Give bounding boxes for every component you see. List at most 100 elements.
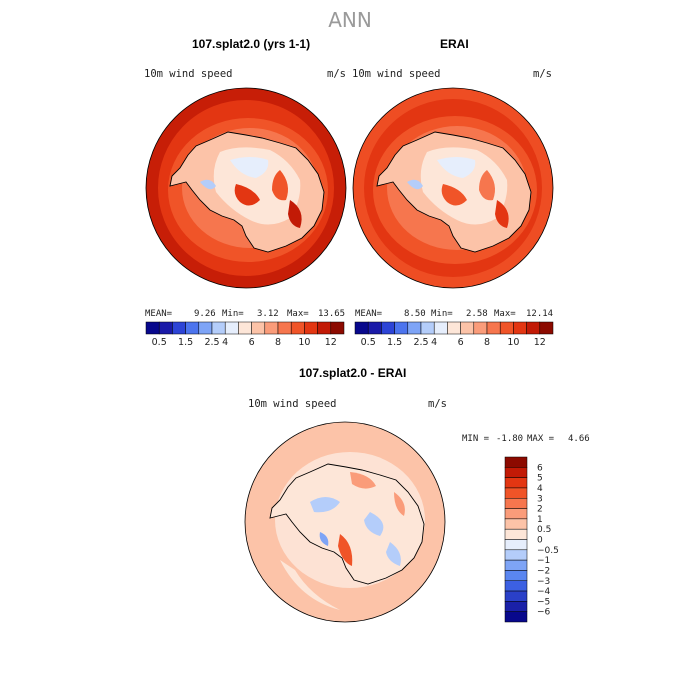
colorbar-swatch: [277, 321, 292, 335]
colorbar-swatch: [367, 321, 382, 335]
colorbar-swatch: [504, 518, 528, 530]
colorbar-tick-label: 1.5: [178, 337, 193, 348]
colorbar-tick-label: 0.5: [361, 337, 376, 348]
colorbar-tick-label: −2: [537, 566, 550, 576]
colorbar-tick-label: 1.5: [387, 337, 402, 348]
panel1-max-label: Max=: [287, 309, 309, 319]
panel2-map-border: [352, 87, 554, 289]
panel2-units: m/s: [533, 68, 552, 80]
colorbar-tick-label: 4: [222, 337, 228, 348]
colorbar-swatch: [504, 539, 528, 551]
colorbar-swatch: [504, 590, 528, 602]
colorbar-tick-label: 12: [325, 337, 337, 348]
colorbar-tick-label: −0.5: [537, 546, 559, 556]
colorbar-swatch: [526, 321, 541, 335]
colorbar-swatch: [185, 321, 200, 335]
colorbar-swatch: [504, 528, 528, 540]
colorbar-swatch: [539, 321, 554, 335]
panel1-title: 107.splat2.0 (yrs 1-1): [192, 37, 311, 51]
panel3-variable-label: 10m wind speed: [248, 398, 337, 410]
panel3-units: m/s: [428, 398, 447, 410]
panel1-colorbar: 0.5 1.5 2.5 4 6 8 10 12: [145, 321, 345, 348]
colorbar-swatch: [499, 321, 514, 335]
colorbar-swatch: [486, 321, 501, 335]
panel2-mean-value: 8.50: [404, 309, 426, 319]
panel3-map: [245, 422, 445, 622]
colorbar-tick-label: 2.5: [204, 337, 219, 348]
panel1-variable-label: 10m wind speed: [144, 68, 233, 80]
page-title: ANN: [328, 8, 372, 32]
colorbar-tick-label: 2: [537, 505, 543, 515]
colorbar-tick-label: −3: [537, 577, 550, 587]
colorbar-tick-label: 6: [249, 337, 255, 348]
colorbar-tick-label: 1: [537, 515, 543, 525]
colorbar-tick-label: −6: [537, 608, 551, 618]
panel1-mean-value: 9.26: [194, 309, 216, 319]
colorbar-swatch: [304, 321, 318, 335]
panel3-map-border: [244, 421, 446, 623]
colorbar-swatch: [504, 549, 528, 561]
panel1-min-label: Min=: [222, 309, 244, 319]
colorbar-swatch: [145, 321, 160, 335]
panel2-title: ERAI: [440, 37, 469, 51]
colorbar-swatch: [447, 321, 461, 335]
colorbar-swatch: [354, 321, 369, 335]
colorbar-tick-label: 10: [298, 337, 310, 348]
colorbar-tick-label: 10: [507, 337, 519, 348]
panel2-map: [353, 88, 553, 288]
colorbar-swatch: [381, 321, 395, 335]
colorbar-swatch: [238, 321, 252, 335]
colorbar-swatch: [198, 321, 213, 335]
colorbar-swatch: [264, 321, 279, 335]
colorbar-swatch: [158, 321, 173, 335]
panel1-max-value: 13.65: [318, 309, 346, 319]
colorbar-swatch: [504, 456, 528, 468]
panel2-max-label: Max=: [494, 309, 516, 319]
colorbar-tick-label: −1: [537, 556, 550, 566]
colorbar-tick-label: 12: [534, 337, 546, 348]
colorbar-swatch: [211, 321, 226, 335]
colorbar-swatch: [504, 601, 528, 612]
colorbar-swatch: [504, 487, 528, 499]
colorbar-tick-label: 0: [537, 536, 543, 546]
panel1-min-value: 3.12: [257, 309, 279, 319]
colorbar-swatch: [420, 321, 435, 335]
colorbar-swatch: [473, 321, 488, 335]
colorbar-tick-label: −4: [537, 587, 551, 597]
colorbar-swatch: [504, 467, 528, 478]
panel3-min-value: -1.80: [496, 434, 524, 444]
colorbar-tick-label: 8: [484, 337, 490, 348]
colorbar-swatch: [290, 321, 305, 335]
colorbar-swatch: [504, 580, 528, 592]
panel3-max-value: 4.66: [568, 434, 590, 444]
colorbar-swatch: [407, 321, 422, 335]
panel3-min-label: MIN =: [462, 434, 490, 444]
colorbar-swatch: [172, 321, 186, 335]
colorbar-tick-label: 6: [537, 463, 543, 473]
colorbar-swatch: [504, 498, 528, 509]
colorbar-tick-label: 3: [537, 494, 543, 504]
panel1-units: m/s: [327, 68, 346, 80]
colorbar-swatch: [504, 508, 528, 520]
panel3-max-label: MAX =: [527, 434, 555, 444]
colorbar-swatch: [513, 321, 527, 335]
panel2-min-value: 2.58: [466, 309, 488, 319]
colorbar-swatch: [330, 321, 345, 335]
colorbar-swatch: [394, 321, 409, 335]
colorbar-tick-label: −5: [537, 597, 550, 607]
panel2-colorbar: 0.5 1.5 2.5 4 6 8 10 12: [354, 321, 554, 348]
colorbar-tick-label: 5: [537, 474, 543, 484]
colorbar-swatch: [504, 477, 528, 489]
colorbar-tick-label: 6: [458, 337, 464, 348]
colorbar-tick-label: 2.5: [413, 337, 428, 348]
colorbar-tick-label: 8: [275, 337, 281, 348]
colorbar-swatch: [251, 321, 266, 335]
panel3-title: 107.splat2.0 - ERAI: [299, 366, 407, 380]
colorbar-swatch: [224, 321, 239, 335]
colorbar-swatch: [317, 321, 332, 335]
colorbar-swatch: [504, 570, 528, 581]
panel2-mean-label: MEAN=: [355, 309, 383, 319]
panel1-mean-label: MEAN=: [145, 309, 173, 319]
